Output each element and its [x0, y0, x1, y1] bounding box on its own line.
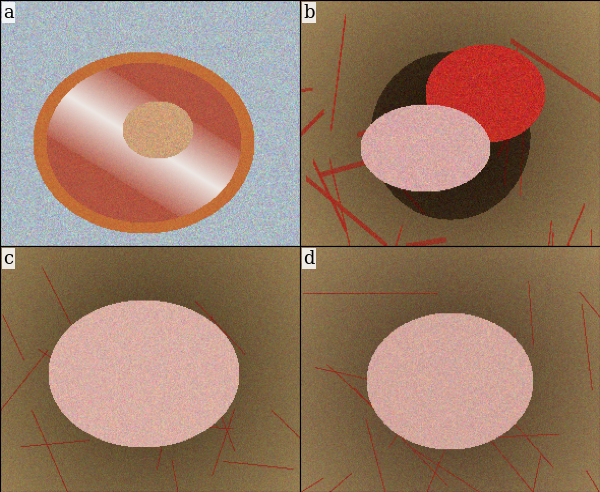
Text: c: c [3, 249, 13, 268]
Text: a: a [3, 3, 14, 22]
Text: d: d [303, 249, 314, 268]
Text: b: b [303, 3, 314, 22]
